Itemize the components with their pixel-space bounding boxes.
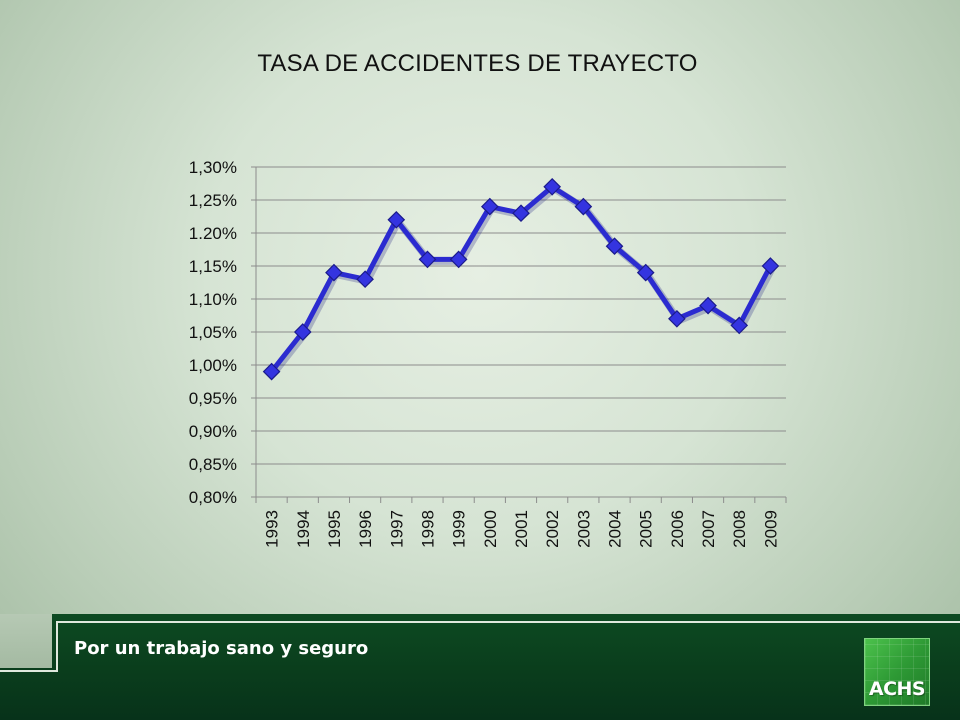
chart-title: TASA DE ACCIDENTES DE TRAYECTO bbox=[257, 50, 698, 77]
data-point bbox=[356, 270, 374, 289]
logo-grid-pattern bbox=[865, 639, 929, 705]
x-tick-label: 1993 bbox=[263, 510, 282, 548]
y-tick-label: 1.20% bbox=[189, 224, 237, 243]
y-tick-label: 1,05% bbox=[189, 323, 237, 342]
y-tick-label: 1,00% bbox=[189, 356, 237, 375]
y-tick-label: 1,10% bbox=[189, 290, 237, 309]
x-tick-label: 1994 bbox=[294, 510, 313, 548]
data-point bbox=[574, 197, 593, 216]
x-tick-label: 2007 bbox=[699, 510, 718, 548]
x-tick-label: 1999 bbox=[450, 510, 469, 548]
y-axis-ticks: 0,80% 0,85% 0,90% 0,95% 1,00% 1,05% 1,10% 1,15%… bbox=[189, 158, 237, 507]
y-tick-label: 0,95% bbox=[189, 389, 237, 408]
series-group bbox=[262, 177, 780, 381]
footer-notch bbox=[0, 614, 52, 668]
data-point bbox=[325, 263, 343, 282]
footer-divider-vertical bbox=[56, 621, 58, 672]
data-point bbox=[605, 237, 624, 256]
gridlines bbox=[256, 166, 786, 465]
data-point bbox=[699, 296, 717, 315]
x-tick-label: 1997 bbox=[387, 510, 406, 548]
data-point bbox=[293, 323, 312, 341]
x-tick-label: 2004 bbox=[606, 510, 625, 548]
data-point bbox=[449, 250, 468, 269]
x-tick-label: 2009 bbox=[761, 510, 780, 548]
data-point bbox=[512, 204, 530, 223]
data-point bbox=[387, 210, 406, 229]
footer-slogan: Por un trabajo sano y seguro bbox=[74, 638, 369, 659]
footer-band: Por un trabajo sano y seguro ACHS bbox=[0, 614, 960, 720]
y-tick-label: 1,25% bbox=[189, 191, 237, 210]
x-tick-label: 2008 bbox=[730, 510, 749, 548]
data-point bbox=[730, 316, 749, 335]
data-point bbox=[543, 177, 562, 196]
footer-divider bbox=[56, 621, 960, 623]
data-point bbox=[636, 263, 655, 282]
data-point bbox=[262, 362, 281, 381]
data-point bbox=[668, 309, 686, 328]
x-tick-label: 2005 bbox=[637, 510, 656, 548]
x-tick-label: 2000 bbox=[481, 510, 500, 548]
x-tick-label: 2006 bbox=[668, 510, 687, 548]
footer-divider-left bbox=[0, 670, 58, 672]
data-point bbox=[761, 257, 780, 275]
x-tick-label: 1998 bbox=[418, 510, 437, 548]
data-point bbox=[418, 250, 437, 269]
data-point bbox=[480, 197, 499, 216]
x-tick-label: 2003 bbox=[574, 510, 593, 548]
axes bbox=[251, 166, 787, 503]
logo-text: ACHS bbox=[868, 678, 926, 700]
x-tick-label: 1995 bbox=[325, 510, 344, 548]
x-tick-label: 2001 bbox=[512, 510, 531, 548]
y-tick-label: 0,85% bbox=[189, 455, 237, 474]
x-tick-label: 2002 bbox=[543, 510, 562, 548]
y-tick-label: 1,30% bbox=[189, 158, 237, 177]
x-tick-label: 1996 bbox=[356, 510, 375, 548]
y-tick-label: 0,90% bbox=[189, 422, 237, 441]
achs-logo: ACHS bbox=[864, 638, 930, 706]
y-tick-label: 0,80% bbox=[189, 488, 237, 507]
y-tick-label: 1,15% bbox=[189, 257, 237, 276]
x-axis-ticks: 1993 1994 1995 1996 1997 1998 1999 2000 2001 2002… bbox=[263, 510, 781, 548]
